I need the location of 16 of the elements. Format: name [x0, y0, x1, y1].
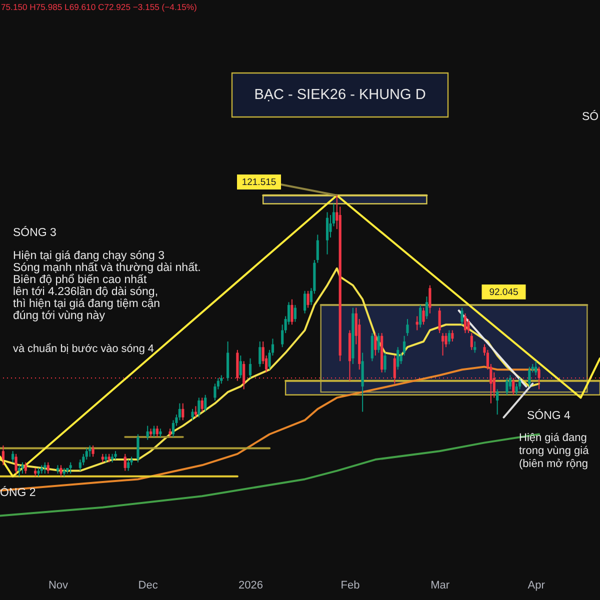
annotation: 92.045: [489, 286, 518, 298]
text: SÓ: [582, 110, 599, 123]
x-tick-label: Mar: [430, 580, 450, 592]
x-tick-label: Apr: [528, 580, 546, 592]
x-tick-label: Feb: [340, 580, 360, 592]
text: 121.515: [242, 177, 276, 188]
x-tick-label: 2026: [238, 580, 264, 592]
x-tick-label: Dec: [138, 580, 158, 592]
chart-title: BẠC - SIEK26 - KHUNG D: [254, 87, 426, 103]
x-tick-label: Nov: [48, 580, 69, 592]
text: ÓNG 2: [0, 486, 36, 499]
text: 75.150 H75.985 L69.610 C72.925 −3.155 (−4.15%): [1, 2, 198, 12]
annotation: Hiện tại giá đang chạy sóng 3 Sóng mạnh nhất và thường dài nhất. Biên độ phổ biến cao nhất lên tới 4.236lần độ dài sóng, thì hiện tại giá đang tiệm cận đúng tới vùng này: [13, 250, 201, 322]
annotation: SÓNG 3: [13, 226, 56, 239]
annotation: SÓNG 4: [527, 409, 572, 422]
annotation: và chuẩn bị bước vào sóng 4: [13, 343, 154, 355]
